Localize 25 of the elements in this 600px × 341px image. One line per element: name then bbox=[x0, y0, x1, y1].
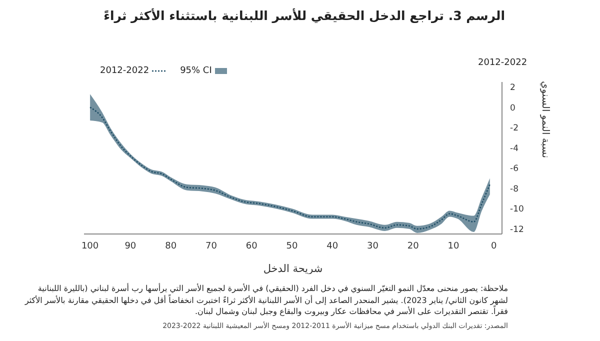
x-tick-label: 70 bbox=[205, 241, 218, 252]
y-tick-label: -6 bbox=[510, 164, 518, 174]
y-axis-title: نسبة النمو السنوي bbox=[539, 81, 550, 158]
x-tick-label: 50 bbox=[286, 241, 298, 252]
x-tick-label: 40 bbox=[326, 241, 338, 252]
x-tick-label: 30 bbox=[367, 241, 379, 252]
text: 2012-2022 bbox=[478, 58, 528, 68]
x-tick-label: 0 bbox=[491, 241, 498, 252]
x-tick-label: 100 bbox=[81, 241, 99, 252]
y-tick-label: -10 bbox=[510, 204, 524, 215]
x-tick-label: 10 bbox=[448, 241, 460, 252]
y-tick-label: -8 bbox=[510, 184, 518, 194]
legend-label: 2012-2022 bbox=[100, 66, 150, 76]
y-tick-label: -2 bbox=[510, 124, 518, 134]
y-tick-label: 0 bbox=[510, 103, 516, 114]
y-tick-label: -4 bbox=[510, 144, 518, 154]
text: ملاحظة: يصور منحنى معدّل النمو التغيّر السنوي في دخل الفرد (الحقيقي) في الأسرة لجميع الأسر التي يرأسها رب أسرة لبناني (بالليرة اللبنانية لشهر كانون الثاني/ يناير 2023). يشير المنحدر الصاعد إلى أن الأسر اللبنانية الأكثر ثراءً اختبرت انخفاضاً أقل في دخلها الحقيقي مقارنة بالأسر الأكثر فقراً. تقتصر التقديرات على الأسر في محافظات عكار وبيروت والبقاع وجبل لبنان وشمال لبنان. bbox=[24, 283, 508, 318]
x-tick-label: 20 bbox=[407, 241, 420, 252]
x-tick-label: 80 bbox=[165, 241, 177, 252]
x-tick-label: 90 bbox=[124, 241, 136, 252]
x-tick-label: 60 bbox=[246, 241, 258, 252]
text: 95% CI bbox=[180, 66, 213, 76]
y-tick-label: 2 bbox=[510, 83, 516, 94]
chart-title: الرسم 3. تراجع الدخل الحقيقي للأسر اللبنانية باستثناء الأكثر ثراءً bbox=[104, 8, 505, 23]
y-tick-label: -12 bbox=[510, 224, 524, 235]
